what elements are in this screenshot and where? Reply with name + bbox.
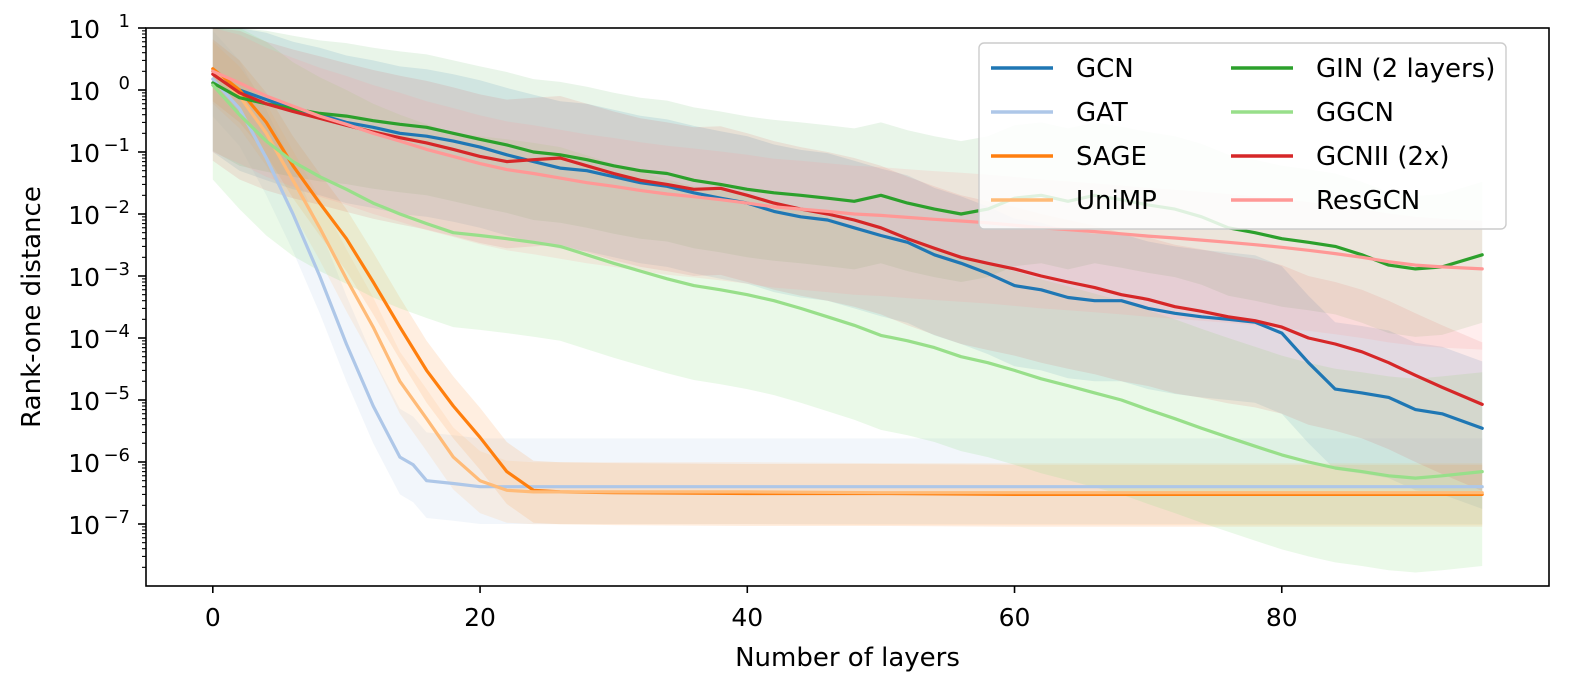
y-tick-label: 10 −2	[68, 197, 130, 230]
legend-label-gat: GAT	[1076, 98, 1128, 128]
legend-label-gin-2-layers: GIN (2 layers)	[1316, 54, 1495, 84]
band-gat	[212, 30, 1483, 525]
x-tick-label: 80	[1266, 603, 1298, 632]
legend-label-gcnii-2x: GCNII (2x)	[1316, 142, 1450, 172]
series-line-resgcn	[211, 69, 1484, 271]
legend-label-gcn: GCN	[1076, 54, 1134, 84]
series-line-gat	[211, 77, 1484, 489]
x-tick-label: 0	[205, 603, 221, 632]
band-resgcn	[212, 28, 1483, 350]
x-tick-label: 60	[999, 603, 1031, 632]
y-axis-label: Rank-one distance	[17, 186, 47, 428]
legend-label-ggcn: GGCN	[1316, 98, 1394, 128]
x-tick-label: 40	[731, 603, 763, 632]
y-tick-label: 10 −5	[68, 383, 130, 416]
band-gcn	[212, 28, 1483, 509]
x-tick-label: 20	[464, 603, 496, 632]
y-tick-label: 10 −4	[68, 321, 130, 354]
series-line-unimp	[211, 69, 1484, 495]
band-gcnii-2x	[212, 28, 1483, 491]
band-sage	[212, 39, 1483, 527]
band-unimp	[212, 41, 1483, 526]
series-line-ggcn	[211, 83, 1484, 480]
y-tick-label: 10 −1	[68, 135, 130, 168]
y-tick-label: 10 −7	[68, 507, 130, 540]
y-tick-label: 10 −3	[68, 259, 130, 292]
x-axis-ticks: 0 20 40 60 80	[205, 586, 1298, 632]
series-line-gcn	[211, 69, 1484, 430]
x-axis-label: Number of layers	[735, 643, 960, 673]
plot-area-frame	[145, 27, 1550, 587]
legend-box	[978, 42, 1507, 230]
band-ggcn	[212, 28, 1483, 573]
legend-label-sage: SAGE	[1076, 142, 1147, 172]
band-gin-2-layers	[212, 28, 1483, 337]
confidence-bands	[212, 28, 1483, 573]
legend-label-unimp: UniMP	[1076, 186, 1157, 216]
legend-label-resgcn: ResGCN	[1316, 186, 1420, 216]
y-tick-label: 10 0	[68, 73, 130, 106]
series-line-gin-2-layers	[211, 81, 1484, 271]
y-tick-label: 10 −6	[68, 445, 130, 478]
legend: GCN GAT SAGE UniMP GIN (2 layers) GGCN GCNII (…	[978, 42, 1507, 230]
series-lines	[211, 67, 1484, 496]
series-line-gcnii-2x	[211, 72, 1484, 406]
y-tick-label: 10 1	[68, 11, 130, 44]
